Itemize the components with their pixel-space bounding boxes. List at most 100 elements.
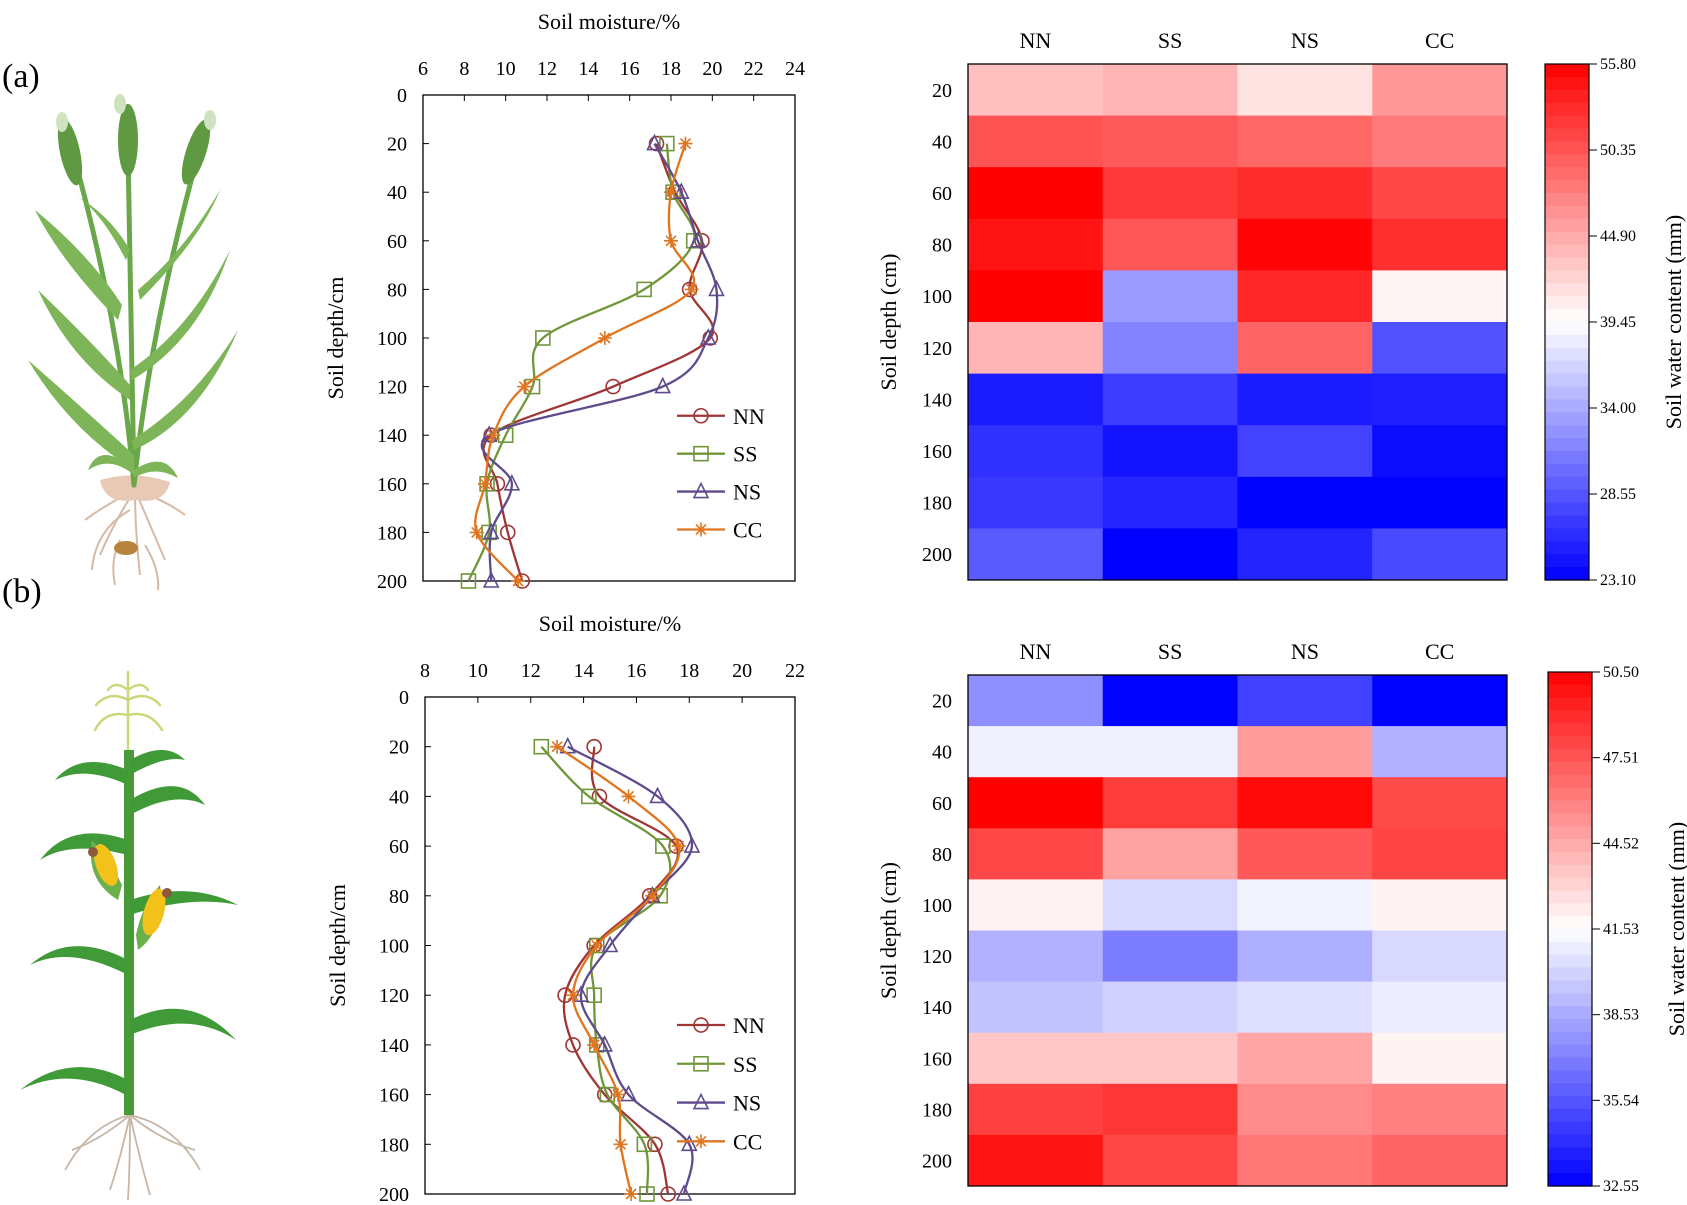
colorbar-title: Soil water content (mm)	[1664, 822, 1687, 1036]
data-point-cc	[469, 525, 484, 540]
colorbar-band	[1548, 736, 1592, 750]
data-point-cc	[621, 789, 636, 804]
data-point-ss	[636, 281, 652, 298]
heatmap-cell	[968, 373, 1104, 426]
data-point-nn	[647, 1136, 663, 1153]
heatmap-cell	[1372, 64, 1508, 117]
panel-label-b: (b)	[2, 573, 42, 610]
legend-label-nn: NN	[733, 1013, 765, 1038]
x-tick-label: 18	[679, 660, 699, 682]
data-point-cc	[664, 233, 678, 248]
colorbar-band	[1545, 334, 1589, 349]
colorbar-band	[1545, 399, 1589, 413]
series-ns	[480, 133, 725, 588]
heatmap-cell	[1372, 1134, 1508, 1187]
data-point-cc	[664, 185, 678, 200]
y-tick-label: 20	[387, 134, 407, 156]
column-label-nn: NN	[1019, 28, 1051, 53]
x-tick-label: 20	[732, 660, 752, 682]
heatmap-cell	[1237, 270, 1373, 323]
heatmap-cell	[1237, 879, 1373, 931]
data-point-nn	[586, 738, 602, 755]
heatmap-cell	[968, 981, 1104, 1034]
colorbar-band	[1548, 993, 1592, 1007]
colorbar-band	[1545, 296, 1589, 310]
data-point-ns	[689, 231, 707, 248]
heatmap-frame	[967, 63, 1508, 581]
heatmap-cell	[968, 218, 1104, 271]
y-tick-label: 100	[379, 936, 409, 958]
x-tick-label: 22	[785, 660, 805, 682]
colorbar-band	[1548, 749, 1592, 763]
row-label: 100	[922, 286, 952, 308]
colorbar-tick-label: 44.52	[1603, 835, 1639, 852]
colorbar-band	[1545, 205, 1589, 220]
colorbar-band	[1545, 502, 1589, 517]
legend-label-cc: CC	[733, 517, 762, 542]
colorbar-band	[1545, 76, 1589, 91]
series-line-cc	[474, 143, 696, 582]
heatmap-cell	[1372, 675, 1508, 727]
data-point-nn	[694, 233, 710, 249]
legend-label-ns: NS	[733, 480, 761, 505]
colorbar-band	[1548, 1134, 1592, 1149]
row-label: 80	[932, 844, 952, 866]
colorbar-band	[1545, 218, 1589, 233]
legend-marker-cc	[694, 1134, 708, 1149]
heatmap-cell	[1237, 373, 1373, 426]
legend-marker-ss	[693, 445, 709, 462]
heatmap-cell	[1372, 828, 1508, 880]
heatmap-cell	[968, 930, 1104, 983]
heatmap-cell	[1102, 115, 1238, 168]
series-line-nn	[482, 143, 715, 582]
y-tick-label: 140	[379, 1035, 409, 1057]
heatmap-cell	[1102, 218, 1238, 271]
column-label-ss: SS	[1158, 28, 1182, 53]
heatmap-cell	[968, 675, 1104, 727]
legend-label-cc: CC	[733, 1129, 762, 1154]
heatmap-cell	[1372, 115, 1508, 168]
data-point-ss	[581, 788, 597, 805]
data-point-nn	[702, 330, 719, 346]
data-point-ns	[680, 1134, 698, 1152]
data-point-cc	[684, 282, 699, 297]
row-label: 180	[922, 493, 952, 515]
y-tick-label: 120	[377, 377, 407, 399]
colorbar-band	[1548, 980, 1592, 994]
colorbar-band	[1548, 1160, 1592, 1174]
x-tick-label: 10	[496, 58, 516, 80]
data-point-ns	[649, 786, 666, 804]
heatmap-cell	[1372, 981, 1508, 1034]
data-point-ss	[685, 233, 702, 249]
colorbar-band	[1548, 826, 1592, 840]
chart-b-water-content-heatmap: NN SS NS CC 20 40 60 80 100 120 140 160 180 200 Soil d…	[876, 639, 1687, 1195]
legend-marker-ns	[692, 481, 710, 499]
heatmap-cell	[1102, 981, 1238, 1034]
colorbar-band	[1545, 322, 1589, 336]
colorbar-band	[1545, 270, 1589, 284]
colorbar-band	[1545, 515, 1589, 529]
heatmap-cell	[968, 1083, 1104, 1136]
colorbar-band	[1548, 1044, 1592, 1059]
data-point-ns	[596, 1035, 614, 1052]
heatmap-cell	[1237, 476, 1373, 529]
colorbar-band	[1548, 877, 1592, 892]
colorbar-tick-label: 47.51	[1603, 750, 1639, 767]
colorbar-band	[1548, 672, 1592, 686]
data-point-cc	[613, 1137, 628, 1152]
heatmap-cell	[968, 115, 1104, 168]
heatmap-frame	[967, 674, 1508, 1187]
colorbar-tick-label: 55.80	[1600, 56, 1636, 73]
legend: NN SS NS CC	[677, 404, 765, 542]
x-tick-label: 6	[418, 58, 428, 80]
colorbar-band	[1545, 567, 1589, 581]
data-point-nn	[648, 135, 665, 152]
legend-marker-cc	[694, 522, 708, 537]
colorbar-band	[1545, 386, 1589, 400]
data-point-nn	[660, 1186, 676, 1202]
data-point-cc	[624, 1187, 639, 1201]
heatmap-cell	[1372, 218, 1508, 271]
heatmap-cell	[1237, 1083, 1373, 1136]
row-label: 160	[922, 1048, 952, 1070]
